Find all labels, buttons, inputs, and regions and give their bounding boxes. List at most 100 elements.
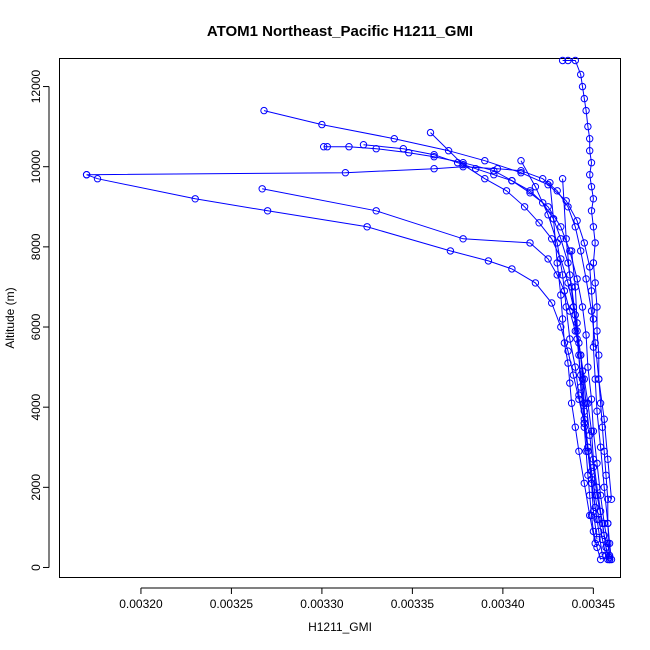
data-point bbox=[593, 303, 601, 311]
data-point bbox=[575, 447, 583, 455]
data-point bbox=[589, 195, 598, 203]
data-point bbox=[539, 175, 547, 183]
data-point bbox=[553, 259, 561, 267]
data-point bbox=[566, 335, 574, 343]
data-point bbox=[604, 455, 612, 463]
series-line bbox=[86, 166, 612, 500]
series-line bbox=[430, 132, 602, 560]
data-point bbox=[562, 303, 570, 311]
data-point bbox=[508, 265, 516, 273]
data-point bbox=[607, 555, 616, 564]
data-point bbox=[531, 183, 540, 191]
data-point bbox=[564, 347, 572, 355]
data-point bbox=[258, 185, 266, 193]
data-point bbox=[589, 259, 598, 267]
data-point bbox=[582, 331, 590, 339]
data-point bbox=[345, 143, 353, 151]
data-point bbox=[426, 128, 435, 137]
x-tick-label: 0.00335 bbox=[391, 597, 435, 611]
y-tick-label: 0 bbox=[29, 564, 43, 571]
data-point bbox=[318, 120, 326, 129]
data-point bbox=[535, 219, 543, 227]
y-tick-label: 2000 bbox=[29, 474, 43, 501]
series-10 bbox=[546, 179, 599, 548]
series-line bbox=[549, 182, 596, 544]
data-point bbox=[587, 479, 596, 487]
data-point bbox=[584, 122, 592, 131]
data-point bbox=[490, 167, 498, 175]
data-point bbox=[341, 169, 350, 177]
data-point bbox=[577, 247, 585, 255]
x-tick-label: 0.00325 bbox=[210, 597, 254, 611]
data-point bbox=[481, 157, 489, 165]
plot-area bbox=[59, 58, 621, 578]
data-point bbox=[557, 323, 565, 331]
series-7 bbox=[258, 185, 612, 564]
data-point bbox=[593, 543, 601, 552]
data-point bbox=[531, 279, 540, 287]
data-point bbox=[567, 399, 576, 407]
data-point bbox=[589, 427, 598, 435]
data-point bbox=[605, 553, 614, 562]
series-line bbox=[323, 146, 611, 558]
data-point bbox=[571, 56, 579, 65]
data-point bbox=[596, 399, 605, 407]
data-point bbox=[587, 307, 596, 315]
data-point bbox=[372, 207, 380, 215]
y-axis-label: Altitude (m) bbox=[3, 287, 17, 348]
x-tick-label: 0.00330 bbox=[300, 597, 344, 611]
x-tick-label: 0.00320 bbox=[119, 597, 163, 611]
y-tick-label: 6000 bbox=[29, 313, 43, 340]
series-2 bbox=[260, 106, 614, 560]
data-point bbox=[571, 223, 579, 231]
data-point bbox=[390, 135, 398, 143]
data-point bbox=[580, 94, 588, 103]
y-tick-label: 8000 bbox=[29, 233, 43, 260]
data-point bbox=[586, 263, 594, 271]
data-point bbox=[586, 511, 594, 520]
data-point bbox=[578, 375, 587, 383]
data-point bbox=[578, 303, 587, 311]
data-point bbox=[517, 157, 525, 165]
series-line bbox=[571, 250, 598, 540]
data-point bbox=[560, 339, 569, 347]
data-point bbox=[359, 141, 368, 149]
data-point bbox=[577, 383, 585, 391]
data-point bbox=[553, 239, 561, 247]
data-point bbox=[481, 175, 489, 183]
data-point bbox=[571, 283, 579, 291]
data-point bbox=[589, 507, 598, 516]
data-point bbox=[557, 235, 565, 243]
data-point bbox=[484, 257, 493, 265]
data-point bbox=[562, 235, 570, 243]
data-point bbox=[573, 319, 581, 327]
data-point bbox=[564, 203, 572, 211]
data-point bbox=[459, 159, 467, 167]
data-point bbox=[363, 223, 371, 231]
series-line bbox=[86, 174, 610, 560]
data-point bbox=[490, 171, 498, 179]
data-point bbox=[598, 535, 607, 544]
data-point bbox=[323, 143, 331, 151]
data-point bbox=[399, 145, 407, 153]
series-12 bbox=[567, 247, 601, 544]
y-tick-label: 4000 bbox=[29, 394, 43, 421]
data-point bbox=[446, 247, 455, 255]
data-point bbox=[517, 167, 525, 175]
series-line bbox=[263, 110, 611, 556]
series-6 bbox=[82, 163, 616, 503]
data-point bbox=[191, 195, 199, 203]
data-point bbox=[580, 239, 588, 247]
x-tick-label: 0.00345 bbox=[572, 597, 616, 611]
data-point bbox=[553, 271, 561, 279]
data-point bbox=[564, 359, 572, 367]
data-point bbox=[502, 187, 511, 195]
data-point bbox=[593, 483, 601, 491]
data-point bbox=[587, 427, 596, 435]
data-point bbox=[548, 299, 556, 307]
data-point bbox=[593, 407, 601, 415]
data-point bbox=[558, 175, 567, 183]
series-line bbox=[562, 60, 612, 560]
data-point bbox=[598, 551, 607, 560]
